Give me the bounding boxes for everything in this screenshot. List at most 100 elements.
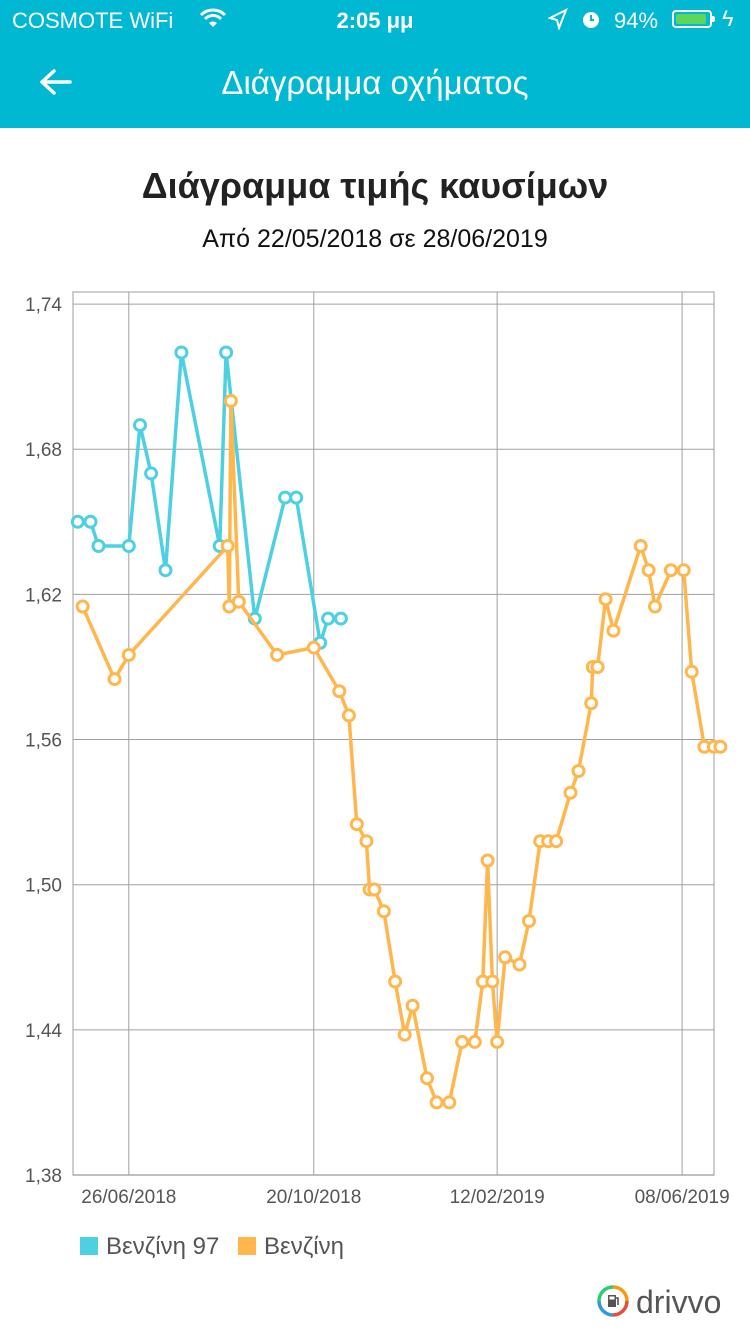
back-arrow-icon[interactable] (36, 62, 76, 102)
app-bar: Διάγραμμα οχήματος (0, 40, 750, 128)
data-point (676, 563, 691, 578)
data-point (174, 345, 189, 360)
data-point (121, 647, 136, 662)
battery-icon (672, 10, 715, 28)
fuel-pump-logo-icon (596, 1284, 630, 1318)
clock-time: 2:05 μμ (336, 8, 414, 33)
series-line-1 (77, 350, 341, 645)
data-point (75, 599, 90, 614)
data-point (485, 974, 500, 989)
data-point (467, 1034, 482, 1049)
battery-percent: 94% (614, 8, 659, 33)
data-point (633, 539, 648, 553)
data-point (442, 1095, 457, 1110)
x-axis-ticks: 26/06/2018 20/10/2018 12/02/2019 08/06/2019 (81, 1187, 729, 1208)
data-point (663, 563, 678, 578)
data-point (321, 611, 336, 626)
data-point (606, 623, 621, 638)
data-point (107, 672, 122, 687)
data-point (641, 563, 656, 578)
data-point (429, 1095, 444, 1110)
data-point (359, 834, 374, 849)
data-point (223, 393, 238, 408)
data-point (70, 514, 85, 529)
chart-subtitle: Από 22/05/2018 σε 28/06/2019 (202, 225, 548, 253)
x-tick-label: 20/10/2018 (266, 1187, 361, 1208)
chart-series (70, 345, 728, 1110)
chart-grid (72, 291, 715, 1176)
y-tick-label: 1,74 (25, 295, 62, 316)
carrier-label: COSMOTE WiFi (12, 8, 174, 33)
series-2 (75, 393, 728, 1110)
data-point (144, 466, 159, 481)
wifi-icon (198, 6, 228, 36)
chart-legend: Βενζίνη 97 Βενζίνη (80, 1233, 356, 1261)
data-point (420, 1071, 434, 1086)
x-tick-label: 08/06/2019 (635, 1187, 730, 1208)
screen-title: Διάγραμμα οχήματος (221, 64, 529, 101)
data-point (713, 739, 728, 754)
data-point (480, 853, 495, 868)
data-point (598, 592, 613, 607)
data-point (590, 660, 605, 674)
data-point (91, 539, 106, 553)
data-point (397, 1027, 412, 1042)
charging-bolt-icon: ϟ (722, 6, 734, 31)
y-tick-label: 1,68 (25, 440, 62, 461)
data-point (341, 708, 356, 723)
data-point (648, 599, 662, 614)
data-point (158, 563, 173, 578)
data-point (512, 957, 527, 972)
data-point (684, 664, 699, 679)
y-tick-label: 1,56 (25, 731, 62, 752)
y-tick-label: 1,44 (25, 1021, 62, 1042)
status-bar: COSMOTE WiFi 2:05 μμ 94% ϟ (0, 0, 750, 40)
series-1 (70, 345, 348, 650)
legend-item-series-1[interactable]: Βενζίνη 97 (80, 1233, 219, 1261)
legend-swatch-series-2 (238, 1237, 257, 1255)
legend-label-series-1: Βενζίνη 97 (106, 1233, 220, 1260)
data-point (289, 490, 304, 505)
fuel-price-chart[interactable]: 1,741,681,621,561,501,441,38 26/06/2018 2… (0, 280, 750, 1220)
location-arrow-icon (547, 7, 568, 36)
brand-logo: drivvo (596, 1282, 736, 1322)
alarm-clock-icon (580, 8, 602, 36)
data-point (367, 882, 382, 897)
legend-item-series-2[interactable]: Βενζίνη (238, 1233, 344, 1261)
battery-fill (676, 14, 707, 24)
data-point (563, 785, 578, 800)
data-point (231, 594, 246, 609)
chart-title: Διάγραμμα τιμής καυσίμων (141, 165, 609, 206)
y-axis-ticks: 1,74 1,68 1,62 1,56 1,50 1,44 1,38 (25, 295, 62, 1187)
data-point (270, 647, 285, 662)
data-point (349, 817, 364, 832)
data-point (306, 640, 321, 655)
data-point (405, 998, 420, 1013)
data-point (332, 684, 347, 699)
data-point (83, 514, 98, 529)
data-point (278, 490, 293, 505)
data-point (490, 1034, 505, 1049)
legend-swatch-series-1 (80, 1237, 98, 1255)
legend-label-series-2: Βενζίνη (264, 1233, 344, 1260)
data-point (522, 914, 536, 928)
data-point (333, 611, 348, 626)
data-point (220, 539, 235, 553)
y-tick-label: 1,50 (25, 876, 62, 897)
y-tick-label: 1,38 (25, 1166, 62, 1187)
data-point (498, 950, 513, 965)
data-point (584, 696, 599, 711)
data-point (571, 764, 586, 778)
data-point (376, 904, 391, 919)
x-tick-label: 26/06/2018 (81, 1187, 176, 1208)
x-tick-label: 12/02/2019 (450, 1187, 545, 1208)
data-point (219, 345, 234, 360)
series-line-2 (80, 399, 721, 1105)
brand-name: drivvo (636, 1284, 722, 1320)
data-point (121, 539, 136, 553)
plot-frame (72, 291, 715, 1176)
data-point (549, 834, 564, 849)
data-point (388, 974, 403, 989)
y-tick-label: 1,62 (25, 585, 62, 606)
data-point (455, 1034, 470, 1049)
